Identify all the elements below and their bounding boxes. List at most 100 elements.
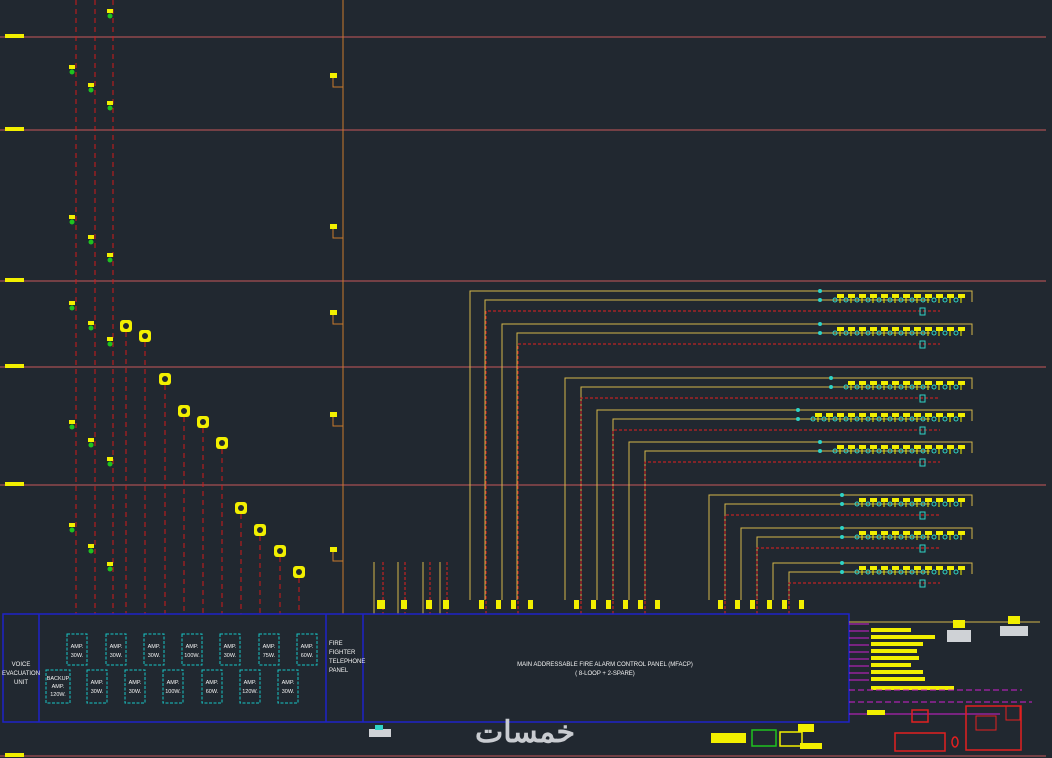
strobe-lamp: [88, 239, 94, 245]
addressable-device: [881, 413, 888, 417]
amplifier-label: AMP.: [224, 644, 237, 650]
addressable-device: [903, 413, 910, 417]
loop-terminal: [735, 600, 740, 609]
addressable-device: [958, 531, 965, 535]
telephone-label-4: PANEL: [329, 668, 349, 674]
addressable-device: [859, 294, 866, 298]
addressable-device: [837, 413, 844, 417]
addressable-device: [870, 531, 877, 535]
loop-isolator: [840, 493, 844, 497]
legend-bar: [871, 686, 954, 690]
strobe-head: [107, 9, 113, 13]
amplifier-box: [162, 669, 184, 704]
smoke-detector: [843, 330, 849, 336]
loop-out-line: [740, 527, 973, 600]
smoke-detector: [942, 534, 948, 540]
loop-terminal: [606, 600, 611, 609]
smoke-detector: [909, 501, 915, 507]
strobe-head: [107, 562, 113, 566]
strobe-lamp: [107, 461, 113, 467]
smoke-detector: [953, 501, 959, 507]
addressable-device: [903, 327, 910, 331]
annunciator-yellow: [953, 620, 965, 628]
smoke-detector: [821, 416, 827, 422]
addressable-device: [892, 531, 899, 535]
speaker-cone: [257, 527, 263, 533]
smoke-detector: [876, 534, 882, 540]
addressable-device: [859, 381, 866, 385]
strobe-head: [107, 253, 113, 257]
smoke-detector: [865, 330, 871, 336]
telephone-jack-wire: [332, 552, 343, 562]
legend-bar: [867, 710, 885, 715]
amplifier-box: [66, 633, 88, 666]
loop-terminal: [427, 600, 432, 609]
loop-isolator: [829, 385, 833, 389]
strobe-lamp: [107, 566, 113, 572]
loop-second-line: [484, 299, 930, 600]
loop-terminal: [782, 600, 787, 609]
loop-return-line: [612, 429, 940, 614]
loop-return-line: [485, 310, 940, 614]
loop-isolator: [818, 289, 822, 293]
addressable-device: [848, 381, 855, 385]
addressable-device: [848, 294, 855, 298]
speaker-cone: [219, 440, 225, 446]
addressable-device: [947, 498, 954, 502]
addressable-device: [881, 498, 888, 502]
loop-isolator: [796, 417, 800, 421]
strobe-lamp: [88, 442, 94, 448]
addressable-device: [925, 327, 932, 331]
smoke-detector: [920, 448, 926, 454]
smoke-detector: [953, 448, 959, 454]
loop-terminal: [496, 600, 501, 609]
amplifier-watt: 30W.: [224, 653, 237, 659]
telephone-jack-wire: [332, 417, 343, 427]
amplifier-box: [86, 669, 108, 704]
smoke-detector: [876, 416, 882, 422]
loop-second-line: [788, 571, 930, 600]
addressable-device: [892, 327, 899, 331]
auxiliary-equipment: [369, 616, 1040, 752]
addressable-device: [925, 445, 932, 449]
amplifier-watt: 30W.: [91, 689, 104, 695]
addressable-device: [848, 327, 855, 331]
smoke-detector: [854, 501, 860, 507]
smoke-detector: [876, 330, 882, 336]
loop-isolator: [840, 570, 844, 574]
strobe-head: [69, 523, 75, 527]
floor-marker: [5, 753, 24, 757]
smoke-detector: [909, 384, 915, 390]
strobe-head: [107, 457, 113, 461]
manual-call-point: [919, 394, 926, 403]
smoke-detector: [909, 569, 915, 575]
strobe-head: [69, 301, 75, 305]
amplifier-box: [219, 633, 241, 666]
addressable-device: [826, 413, 833, 417]
legend-bar: [871, 649, 917, 653]
telephone-jack-wire: [332, 78, 343, 88]
smoke-detector: [843, 448, 849, 454]
smoke-detector: [920, 384, 926, 390]
addressable-device: [958, 566, 965, 570]
amplifier-box: [181, 633, 203, 666]
addressable-device: [892, 294, 899, 298]
amplifier-watt: 30W.: [282, 689, 295, 695]
addressable-device: [958, 498, 965, 502]
smoke-detector: [909, 448, 915, 454]
loop-isolator: [840, 526, 844, 530]
manual-call-point: [919, 544, 926, 553]
loop-second-line: [516, 332, 930, 600]
loop-isolator: [818, 331, 822, 335]
addressable-device: [837, 445, 844, 449]
telephone-label-3: TELEPHONE: [329, 659, 365, 665]
amplifiers: AMP. 30W. AMP. 30W. AMP. 30W. AMP. 100W. AMP. 30W…: [66, 633, 318, 704]
smoke-detector: [887, 534, 893, 540]
addressable-device: [870, 381, 877, 385]
floor-marker: [5, 364, 24, 368]
floor-marker: [5, 482, 24, 486]
smoke-detector: [898, 448, 904, 454]
addressable-device: [848, 445, 855, 449]
strobe-head: [88, 235, 94, 239]
loop-terminal: [444, 600, 449, 609]
